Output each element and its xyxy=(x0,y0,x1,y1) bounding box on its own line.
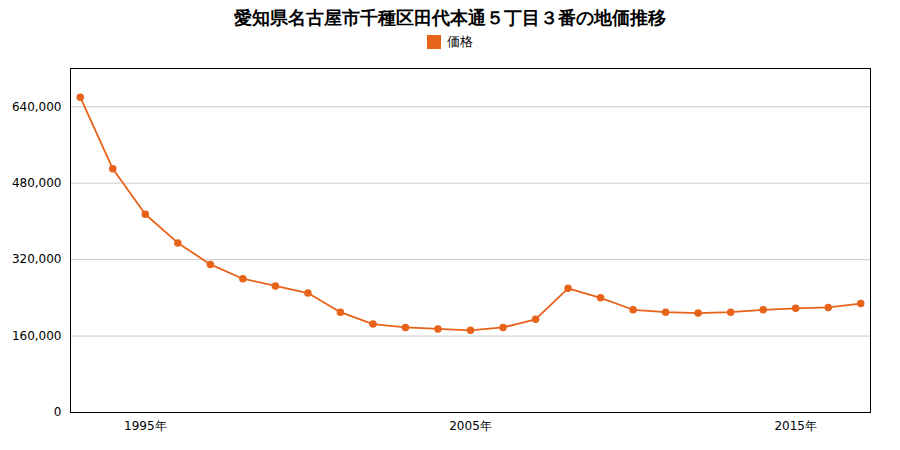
html-text:愛知県名古屋市千種区田代本通５丁目３番の地価推移: 愛知県名古屋市千種区田代本通５丁目３番の地価推移 xyxy=(234,7,666,28)
svg-text:160,000: 160,000 xyxy=(12,329,62,343)
svg-text:480,000: 480,000 xyxy=(12,176,62,190)
svg-text:2005年: 2005年 xyxy=(449,419,492,433)
svg-text:1995年: 1995年 xyxy=(124,419,167,433)
svg-text:0: 0 xyxy=(54,405,62,419)
svg-text:2015年: 2015年 xyxy=(774,419,817,433)
svg-text:640,000: 640,000 xyxy=(12,100,62,114)
svg-text:320,000: 320,000 xyxy=(12,252,62,266)
html-text:価格: 価格 xyxy=(447,34,473,49)
